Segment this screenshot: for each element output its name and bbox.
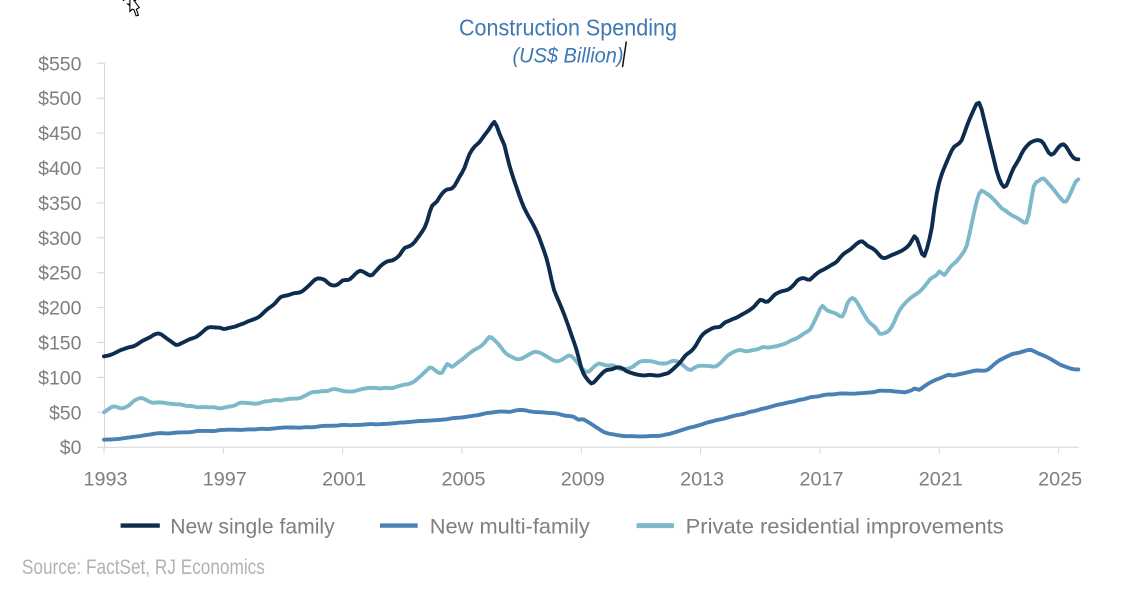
- svg-text:Construction Spending: Construction Spending: [459, 15, 677, 41]
- svg-text:$300: $300: [38, 228, 82, 250]
- svg-text:$150: $150: [38, 333, 82, 355]
- svg-text:$500: $500: [38, 88, 82, 110]
- svg-text:$100: $100: [38, 367, 82, 389]
- svg-text:$450: $450: [38, 123, 82, 145]
- svg-text:$50: $50: [49, 402, 82, 424]
- svg-text:Private residential improvemen: Private residential improvements: [686, 516, 1004, 539]
- svg-text:2021: 2021: [919, 469, 963, 491]
- svg-text:1997: 1997: [203, 469, 247, 491]
- svg-text:Source: FactSet, RJ Economics: Source: FactSet, RJ Economics: [22, 556, 265, 579]
- svg-text:2005: 2005: [442, 469, 486, 491]
- svg-text:(US$ Billion): (US$ Billion): [513, 44, 624, 68]
- svg-text:2025: 2025: [1038, 469, 1082, 491]
- svg-text:2017: 2017: [800, 469, 844, 491]
- svg-text:$0: $0: [60, 437, 82, 459]
- svg-text:$550: $550: [38, 53, 82, 75]
- svg-text:$400: $400: [38, 158, 82, 180]
- svg-text:New single family: New single family: [170, 516, 335, 539]
- svg-text:2001: 2001: [322, 469, 366, 491]
- svg-text:$200: $200: [38, 298, 82, 320]
- svg-text:New multi-family: New multi-family: [430, 516, 591, 539]
- svg-text:$350: $350: [38, 193, 82, 215]
- svg-text:1993: 1993: [84, 469, 128, 491]
- svg-text:$250: $250: [38, 263, 82, 285]
- svg-text:2013: 2013: [680, 469, 724, 491]
- svg-text:2009: 2009: [561, 469, 605, 491]
